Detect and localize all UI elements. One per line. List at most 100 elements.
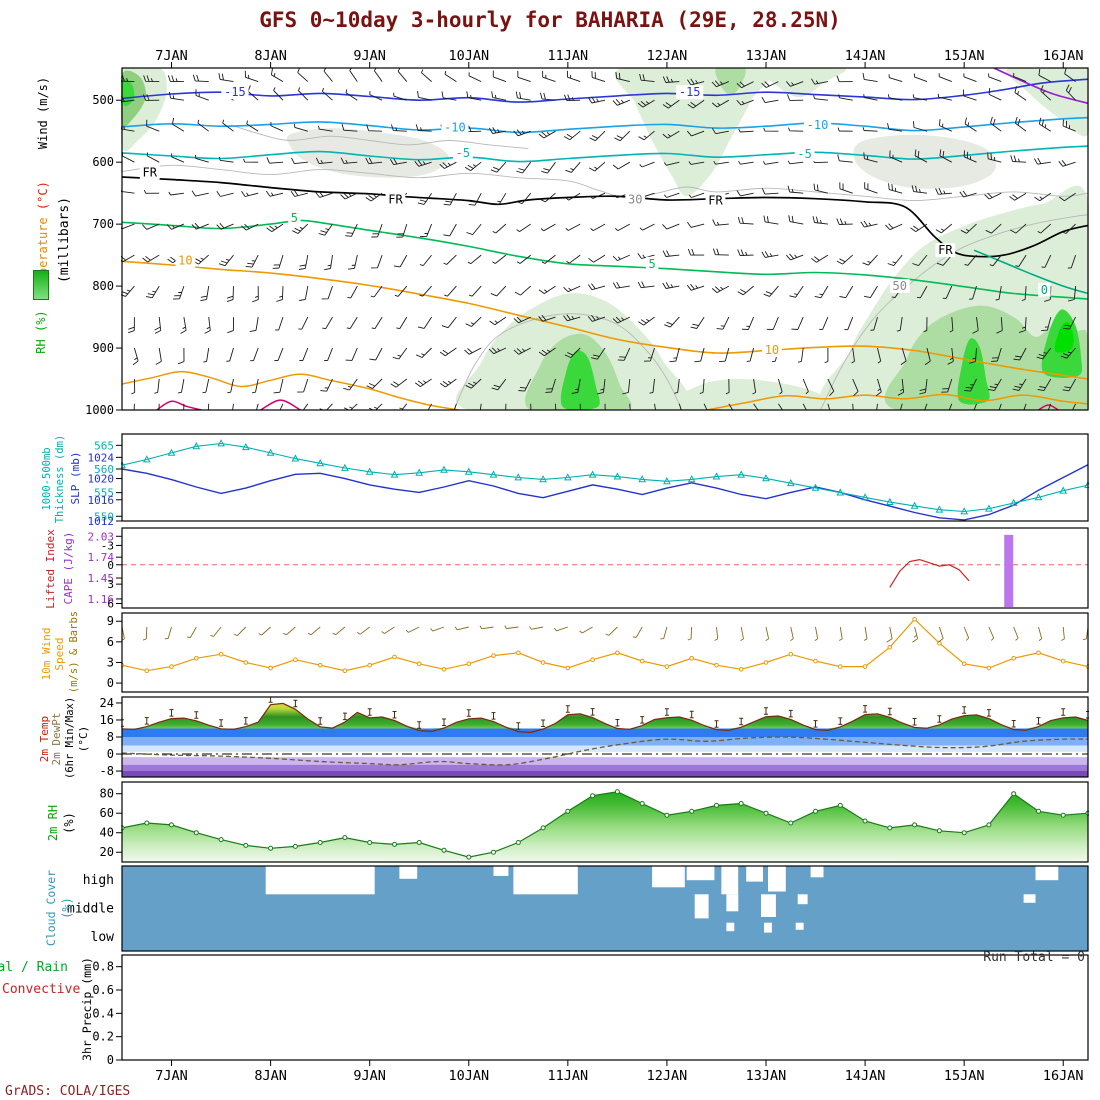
panel-stability — [122, 534, 1088, 607]
svg-text:0.2: 0.2 — [92, 1030, 114, 1044]
svg-text:700: 700 — [92, 217, 114, 231]
panel-wind10m — [121, 616, 1089, 674]
ylabel-10m-barbs: (m/s) & Barbs — [68, 610, 80, 694]
svg-text:0.4: 0.4 — [92, 1006, 114, 1020]
x-tick-label-top: 14JAN — [845, 48, 886, 64]
svg-text:low: low — [91, 930, 115, 945]
svg-text:10: 10 — [178, 254, 192, 268]
panel-border-p2 — [121, 433, 1089, 522]
x-tick-label-top: 7JAN — [155, 48, 188, 64]
panel-border-p4 — [121, 612, 1089, 693]
panel-slp-thickness — [121, 439, 1089, 521]
svg-text:1.45: 1.45 — [88, 572, 115, 585]
x-tick-label-bottom: 9JAN — [353, 1068, 386, 1084]
svg-text:-5: -5 — [456, 146, 470, 160]
panel-border-p3 — [121, 527, 1089, 609]
ylabel-temp-unit: (°C) — [77, 725, 90, 753]
x-tick-label-bottom: 13JAN — [746, 1068, 787, 1084]
svg-text:3: 3 — [107, 655, 114, 669]
svg-text:5: 5 — [648, 257, 655, 271]
svg-text:0.6: 0.6 — [92, 983, 114, 997]
ylabel-wind: Wind (m/s) — [36, 76, 50, 150]
svg-text:-3: -3 — [101, 539, 114, 552]
svg-text:600: 600 — [92, 155, 114, 169]
ylabel-cloud-cover: Cloud Cover — [44, 869, 58, 947]
ylabel-cloud-unit: (%) — [60, 897, 74, 919]
grads-watermark: GrADS: COLA/IGES — [5, 1084, 131, 1099]
legend-total-rain: Total / Rain — [0, 960, 68, 975]
svg-text:9: 9 — [107, 614, 114, 628]
svg-text:0: 0 — [107, 1053, 114, 1067]
svg-text:1020: 1020 — [88, 473, 115, 486]
svg-text:6: 6 — [107, 635, 114, 649]
svg-text:20: 20 — [100, 845, 114, 859]
svg-text:10: 10 — [765, 343, 779, 357]
ylabel-minmax: (6hr Min/Max) — [64, 696, 76, 779]
svg-text:40: 40 — [100, 826, 114, 840]
svg-text:-15: -15 — [224, 85, 246, 99]
svg-text:FR: FR — [708, 194, 723, 208]
ylabel-3hr-precip: 3hr Precip (mm) — [80, 957, 94, 1061]
svg-text:555: 555 — [94, 487, 114, 500]
svg-text:0: 0 — [107, 747, 114, 761]
x-tick-label-bottom: 12JAN — [647, 1068, 688, 1084]
svg-text:50: 50 — [893, 279, 907, 293]
x-tick-label-top: 11JAN — [548, 48, 589, 64]
svg-text:1012: 1012 — [88, 515, 115, 528]
svg-text:30: 30 — [628, 192, 642, 206]
svg-text:FR: FR — [938, 243, 953, 257]
ylabel-lifted-index: Lifted Index — [44, 529, 57, 609]
x-tick-label-bottom: 10JAN — [448, 1068, 489, 1084]
svg-text:-8: -8 — [100, 764, 114, 778]
panel-border-p1 — [121, 67, 1089, 411]
ylabel-temperature-unit: (°C) — [36, 181, 50, 211]
x-tick-label-bottom: 16JAN — [1043, 1068, 1084, 1084]
svg-text:0.8: 0.8 — [92, 960, 114, 974]
chart-title: GFS 0~10day 3-hourly for BAHARIA (29E, 2… — [259, 8, 841, 32]
svg-text:middle: middle — [67, 902, 114, 917]
svg-text:1000: 1000 — [85, 403, 114, 417]
svg-text:8: 8 — [107, 730, 114, 744]
cape-bar — [1004, 534, 1014, 607]
svg-text:0: 0 — [1041, 283, 1048, 297]
x-tick-label-bottom: 14JAN — [845, 1068, 886, 1084]
svg-text:1016: 1016 — [88, 494, 115, 507]
svg-text:-10: -10 — [807, 118, 829, 132]
svg-text:800: 800 — [92, 279, 114, 293]
svg-text:24: 24 — [100, 696, 114, 710]
rh-legend-swatch — [33, 270, 49, 300]
x-tick-label-bottom: 7JAN — [155, 1068, 188, 1084]
x-tick-label-top: 10JAN — [448, 48, 489, 64]
svg-text:FR: FR — [143, 166, 158, 180]
ylabel-10m-wind: 10m Wind — [40, 627, 53, 681]
x-tick-label-top: 13JAN — [746, 48, 787, 64]
panel-border-p8 — [121, 954, 1089, 1061]
ylabel-2m-rh: 2m RH — [46, 804, 60, 842]
svg-text:5: 5 — [291, 211, 298, 225]
ylabel-cape: CAPE (J/kg) — [62, 531, 75, 605]
x-tick-label-top: 15JAN — [944, 48, 985, 64]
svg-text:FR: FR — [388, 192, 403, 206]
svg-text:0: 0 — [107, 676, 114, 690]
ylabel-thickness-2: Thickness (dm) — [54, 434, 66, 524]
svg-text:900: 900 — [92, 341, 114, 355]
x-tick-label-bottom: 8JAN — [254, 1068, 287, 1084]
x-tick-label-top: 16JAN — [1043, 48, 1084, 64]
run-total-text: Run Total = 0 — [983, 950, 1085, 965]
x-tick-label-top: 8JAN — [254, 48, 287, 64]
svg-text:1.16: 1.16 — [88, 593, 115, 606]
panel-rh2m — [121, 789, 1089, 862]
x-tick-label-top: 9JAN — [353, 48, 386, 64]
panel-cloud-cover — [122, 866, 1088, 951]
svg-text:500: 500 — [92, 93, 114, 107]
x-tick-label-top: 12JAN — [647, 48, 688, 64]
svg-text:16: 16 — [100, 713, 114, 727]
svg-text:565: 565 — [94, 439, 114, 452]
svg-text:550: 550 — [94, 510, 114, 523]
svg-text:0: 0 — [107, 559, 114, 572]
svg-text:-5: -5 — [797, 147, 811, 161]
x-tick-label-bottom: 15JAN — [944, 1068, 985, 1084]
legend-convective: Convective — [2, 982, 81, 997]
